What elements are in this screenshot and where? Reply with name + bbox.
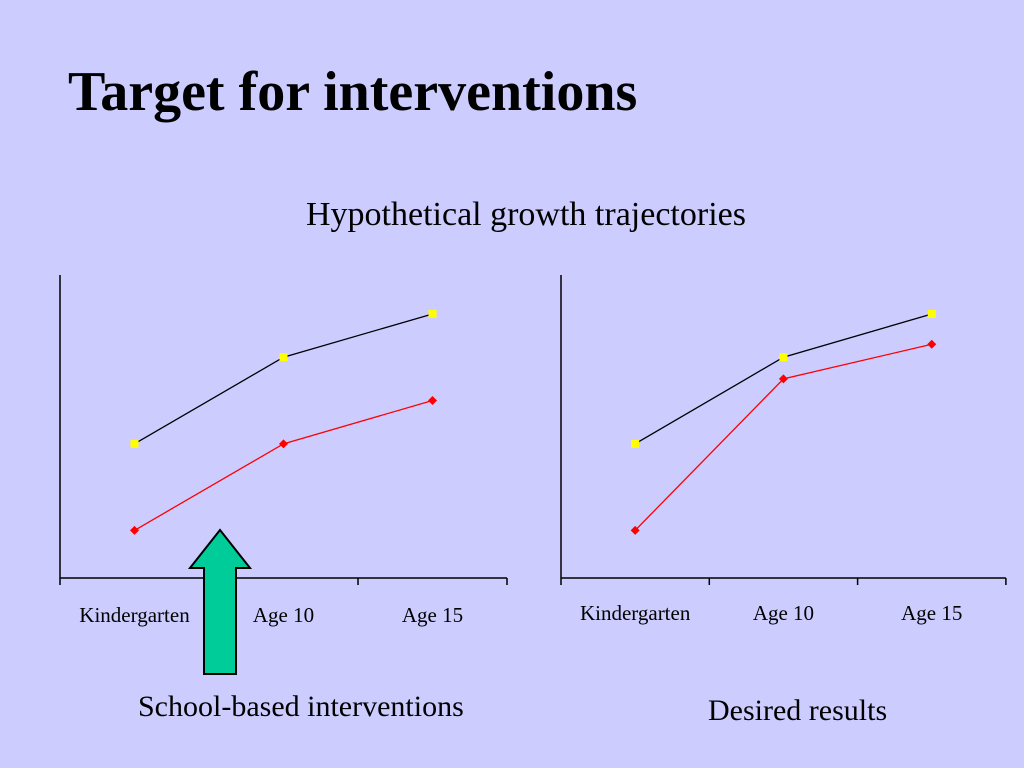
slide-title: Target for interventions: [68, 61, 638, 123]
data-point-diamond: [279, 439, 288, 449]
data-point-diamond: [130, 525, 139, 535]
chart-subtitle: Hypothetical growth trajectories: [306, 196, 746, 233]
x-tick-label: Age 15: [402, 603, 463, 627]
x-tick-label: Age 10: [253, 603, 314, 627]
data-point-diamond: [778, 374, 788, 384]
data-point-square: [927, 309, 936, 318]
data-point-square: [428, 309, 437, 318]
x-tick-label: Kindergarten: [79, 603, 190, 627]
caption-desired-results: Desired results: [708, 694, 888, 727]
x-tick-label: Kindergarten: [580, 601, 691, 625]
data-point-square: [279, 353, 288, 362]
series-line-2: [634, 343, 932, 531]
data-point-diamond: [428, 396, 437, 406]
data-point-square: [130, 439, 139, 448]
caption-school-interventions: School-based interventions: [138, 690, 464, 723]
data-point-diamond: [927, 339, 937, 349]
x-tick-label: Age 15: [901, 601, 962, 625]
data-point-square: [779, 353, 788, 362]
x-tick-label: Age 10: [753, 601, 814, 625]
data-point-diamond: [630, 525, 640, 535]
data-point-square: [631, 439, 640, 448]
